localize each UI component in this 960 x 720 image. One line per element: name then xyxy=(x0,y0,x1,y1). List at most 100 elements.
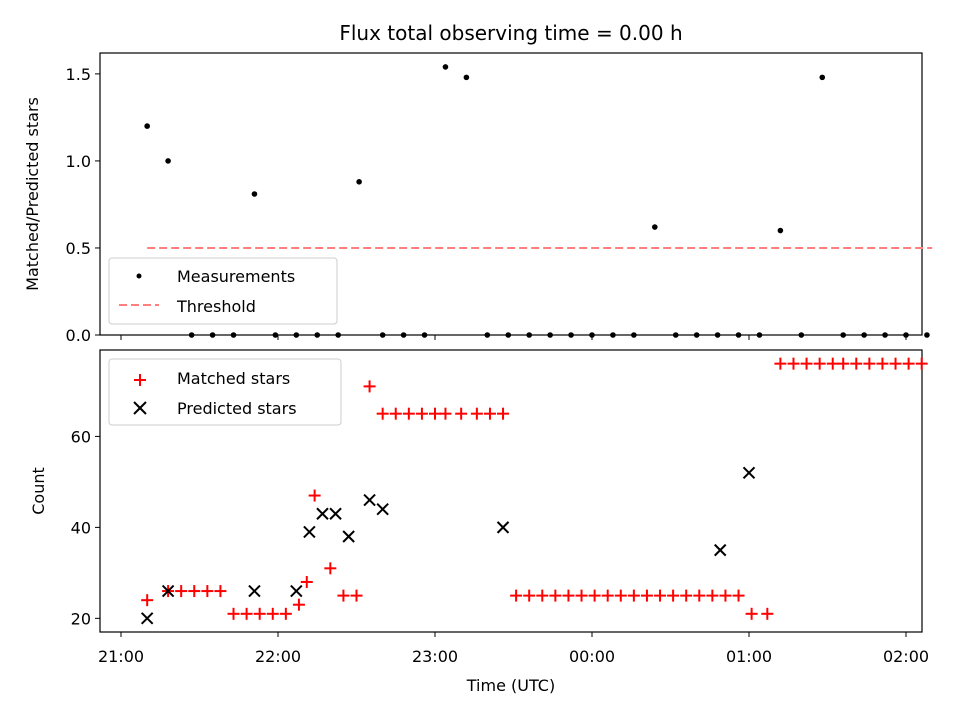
predicted-point-b xyxy=(496,521,510,534)
bottom-panel: 20 40 60 21:00 22:00 23:00 00:00 01:00 02:00 Co… xyxy=(29,349,929,695)
top-y-ticks: 0.0 0.5 1.0 1.5 xyxy=(66,65,100,345)
predicted-point-b xyxy=(342,530,355,543)
matched-point xyxy=(350,589,363,602)
measurement-point xyxy=(335,332,341,338)
matched-point xyxy=(588,589,601,602)
measurement-point xyxy=(251,191,258,197)
matched-point xyxy=(429,407,441,420)
matched-point xyxy=(279,607,292,620)
legend-predicted-label: Predicted stars xyxy=(177,399,297,418)
matched-point xyxy=(667,589,680,602)
top-legend-box xyxy=(108,257,338,325)
measurement-point xyxy=(293,332,300,338)
matched-point xyxy=(510,589,523,602)
matched-point xyxy=(141,594,154,607)
matched-point xyxy=(227,607,240,620)
matched-point xyxy=(640,589,653,602)
predicted-point xyxy=(290,584,303,598)
predicted-point-b xyxy=(742,466,756,480)
matched-point xyxy=(389,407,402,420)
measurement-point xyxy=(903,332,909,338)
matched-point xyxy=(719,589,732,602)
measurement-point xyxy=(547,332,553,338)
matched-point xyxy=(337,589,350,602)
measurement-point xyxy=(672,332,679,338)
measurement-point xyxy=(230,332,237,338)
bottom-y-axis-label: Count xyxy=(29,467,48,515)
matched-point xyxy=(693,589,706,602)
matched-point xyxy=(902,357,915,370)
predicted-point-b xyxy=(140,612,154,625)
matched-point xyxy=(575,589,588,602)
x-tick-label: 21:00 xyxy=(98,647,144,666)
y-tick-label: 1.0 xyxy=(66,152,91,171)
measurement-point xyxy=(882,332,888,338)
measurement-point xyxy=(505,332,512,338)
predicted-point-b xyxy=(714,543,727,557)
matched-point xyxy=(201,585,214,598)
matched-point xyxy=(680,589,693,602)
matched-point xyxy=(706,589,719,602)
matched-point xyxy=(915,357,928,370)
measurement-point xyxy=(714,332,721,338)
matched-point xyxy=(826,357,839,370)
measurement-point xyxy=(631,332,637,338)
top-panel: 0.0 0.5 1.0 1.5 Matched/Predicted stars Mea… xyxy=(23,52,933,345)
measurement-point xyxy=(840,332,846,338)
predicted-point xyxy=(376,502,389,516)
measurement-point xyxy=(526,332,532,338)
matched-point xyxy=(601,589,614,602)
measurement-point xyxy=(568,332,574,338)
matched-point xyxy=(787,357,800,370)
matched-point xyxy=(761,607,774,620)
measurement-point xyxy=(421,332,428,338)
matched-point xyxy=(800,357,813,370)
matched-point xyxy=(266,607,279,620)
bottom-axes-frame xyxy=(99,349,923,633)
predicted-point xyxy=(714,543,727,557)
predicted-point xyxy=(161,584,175,598)
x-tick-label: 02:00 xyxy=(883,647,929,666)
matched-point xyxy=(324,562,337,575)
matched-point xyxy=(654,589,667,602)
matched-point xyxy=(376,407,389,420)
measurement-point xyxy=(861,332,867,338)
matched-point xyxy=(175,585,188,598)
matched-point xyxy=(627,589,640,602)
matched-point xyxy=(497,407,510,420)
predicted-point xyxy=(316,507,329,520)
measurement-point xyxy=(144,123,150,129)
matched-point xyxy=(745,607,758,620)
predicted-point-b xyxy=(329,507,342,520)
top-legend: Measurements Threshold xyxy=(108,257,338,325)
chart-title: Flux total observing time = 0.00 h xyxy=(339,21,682,45)
predicted-point xyxy=(363,493,376,507)
legend-predicted-marker xyxy=(133,401,147,415)
predicted-point-b xyxy=(161,584,175,598)
legend-measurements-marker xyxy=(136,273,142,279)
matched-point xyxy=(562,589,575,602)
measurement-point xyxy=(777,227,784,234)
predicted-point-b xyxy=(363,493,376,507)
measurement-point xyxy=(756,332,763,338)
matched-point xyxy=(774,357,787,370)
measurement-point xyxy=(356,179,362,185)
predicted-point xyxy=(140,612,154,625)
matched-point xyxy=(292,598,305,611)
x-tick-label: 00:00 xyxy=(569,647,615,666)
matched-point xyxy=(837,357,850,370)
measurement-point xyxy=(272,332,279,338)
bottom-legend: Matched stars Predicted stars xyxy=(108,358,342,426)
matched-point xyxy=(614,589,627,602)
measurement-point xyxy=(610,332,616,338)
measurement-point xyxy=(314,332,321,338)
matched-point xyxy=(308,489,321,502)
legend-matched-marker xyxy=(134,374,146,386)
measurement-point xyxy=(400,332,407,338)
measurement-point xyxy=(589,332,595,338)
matched-point xyxy=(300,575,313,588)
matched-point xyxy=(363,380,376,393)
predicted-point xyxy=(248,584,261,598)
measurement-point xyxy=(484,332,491,338)
